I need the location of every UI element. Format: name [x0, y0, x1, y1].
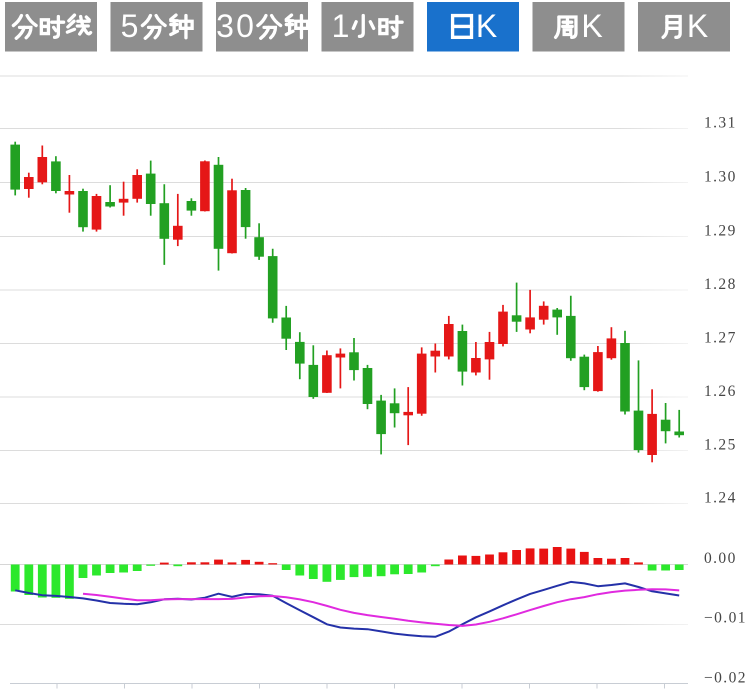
svg-text:0: 0	[236, 8, 254, 44]
svg-text:3: 3	[216, 8, 234, 44]
svg-text:1.25: 1.25	[704, 436, 737, 453]
svg-text:1.31: 1.31	[704, 114, 737, 131]
svg-text:−0.02: −0.02	[704, 670, 747, 687]
svg-text:K: K	[687, 8, 708, 44]
svg-text:5: 5	[121, 8, 139, 44]
svg-text:1.27: 1.27	[704, 329, 737, 346]
svg-text:1.24: 1.24	[704, 489, 737, 506]
svg-text:1.29: 1.29	[704, 222, 737, 239]
svg-text:K: K	[476, 8, 497, 44]
svg-text:1: 1	[332, 8, 350, 44]
svg-text:K: K	[581, 8, 602, 44]
svg-text:−0.01: −0.01	[704, 610, 747, 627]
svg-text:1.30: 1.30	[704, 168, 737, 185]
svg-text:0.00: 0.00	[704, 550, 737, 567]
svg-text:1.26: 1.26	[704, 383, 737, 400]
svg-text:1.28: 1.28	[704, 276, 737, 293]
